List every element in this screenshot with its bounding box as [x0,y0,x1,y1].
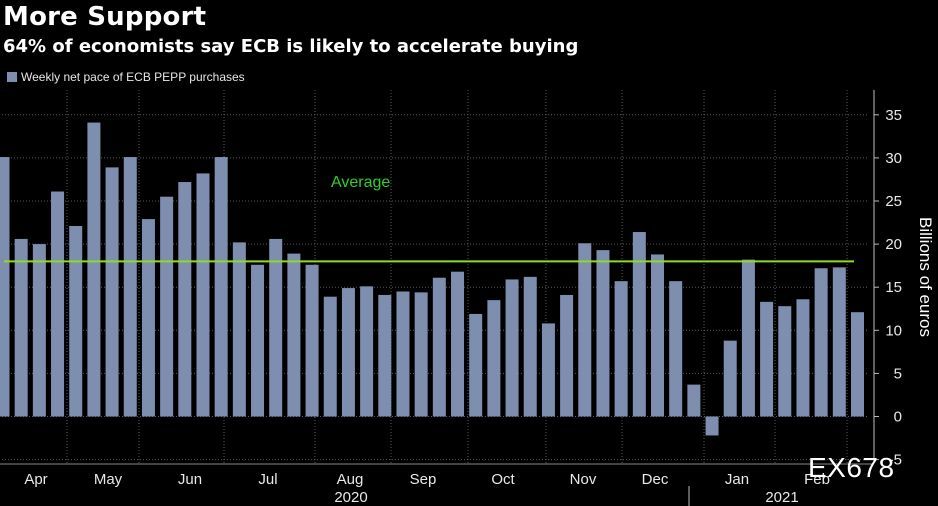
bar [578,243,592,417]
y-tick-label: 15 [885,279,902,296]
x-tick-label: Sep [410,471,437,488]
x-tick-label: Feb [804,471,830,488]
bar [760,301,774,417]
bar [251,264,265,417]
bar [632,232,646,417]
y-tick-label: 10 [885,322,902,339]
bar [0,157,10,417]
chart-subtitle: 64% of economists say ECB is likely to a… [3,36,579,57]
average-label: Average [331,174,390,191]
y-tick-label: -5 [889,452,902,469]
average-line-group: Average [4,174,854,263]
y-tick-label: 0 [894,409,902,426]
bar [341,288,355,417]
bar [51,191,65,417]
bar [287,253,301,417]
bar [505,279,519,417]
y-tick-label: 5 [894,365,902,382]
bar [414,292,428,417]
legend: Weekly net pace of ECB PEPP purchases [7,70,245,84]
x-tick-label: Oct [491,471,515,488]
y-tick-label: 25 [885,193,902,210]
bar [105,167,119,417]
x-tick-label: Jun [178,471,202,488]
bar [741,259,755,417]
bar [14,238,28,417]
bar [178,182,192,417]
bar [851,312,864,417]
watermark: EX678 [808,452,895,483]
bar [232,242,246,417]
x-tick-label: May [94,471,123,488]
x-tick-label: Nov [570,471,597,488]
bar [814,268,828,417]
bar [451,271,465,417]
bar [487,300,501,417]
bar [87,122,101,417]
bar [360,286,374,417]
bar [69,225,83,417]
legend-swatch [7,72,17,82]
bar [214,157,228,417]
bar [560,294,574,417]
bar [523,276,537,417]
bar [832,267,846,417]
x-tick-label: Jan [725,471,749,488]
bar [669,281,683,417]
chart-title: More Support [3,2,207,32]
bar [323,296,337,417]
axes: -5 0 5 10 15 20 25 30 35 Billions of euros Apr May J… [0,90,935,506]
x-year-label: 2021 [765,489,798,506]
bar [123,157,137,417]
bars [0,122,864,436]
bar [305,264,319,417]
x-year-label: 2020 [334,489,367,506]
bar [196,173,210,417]
x-tick-label: Dec [642,471,669,488]
bar [378,294,392,417]
y-tick-label: 35 [885,107,902,124]
bar [541,323,555,417]
bar [141,219,155,417]
bar [614,281,628,417]
x-tick-label: Apr [24,471,47,488]
bar [269,238,283,417]
bar [651,254,665,417]
bar [32,244,46,417]
bar [469,313,483,417]
bar [396,291,410,417]
bar [432,277,446,417]
bar [687,384,701,417]
legend-label: Weekly net pace of ECB PEPP purchases [21,70,245,84]
x-tick-label: Aug [337,471,364,488]
bar [778,306,792,417]
bar [723,340,737,417]
y-tick-label: 20 [885,236,902,253]
y-tick-label: 30 [885,150,902,167]
bar [596,250,610,417]
bar [160,196,174,417]
bar [705,416,719,436]
y-axis-title: Billions of euros [916,217,935,337]
x-tick-label: Jul [258,471,277,488]
bar [796,299,810,417]
